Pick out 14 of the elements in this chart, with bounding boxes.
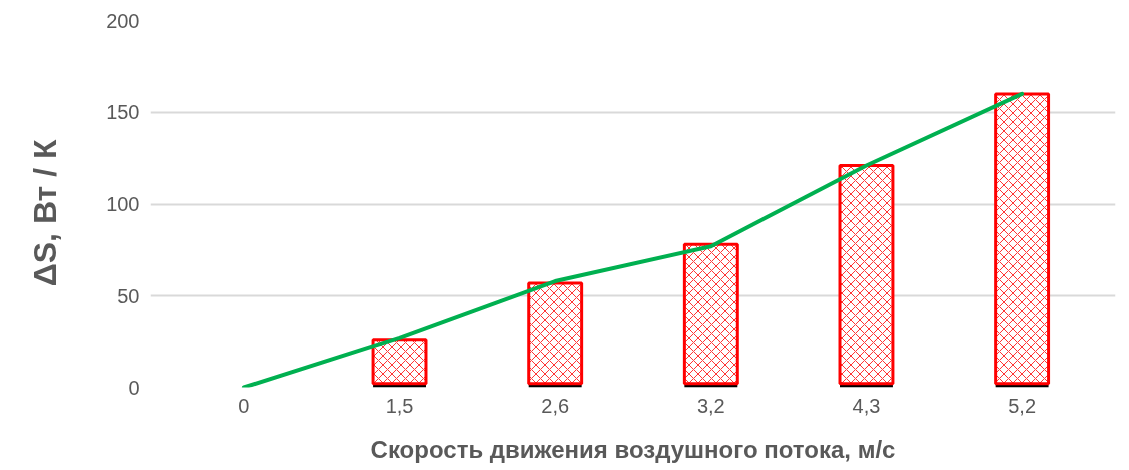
y-tick-label: 50 xyxy=(117,284,140,307)
x-axis-title: Скорость движения воздушного потока, м/с xyxy=(370,435,896,463)
x-tick-label: 0 xyxy=(238,394,250,417)
y-tick-label: 150 xyxy=(106,101,140,124)
y-tick-label: 100 xyxy=(106,193,140,215)
x-tick-label: 5,2 xyxy=(1008,394,1037,417)
y-tick-label: 200 xyxy=(106,9,140,32)
y-axis-title: ΔS, Вт / К xyxy=(27,139,64,287)
x-tick-label: 3,2 xyxy=(696,394,725,417)
x-tick-label: 1,5 xyxy=(385,394,414,417)
x-tick-label: 2,6 xyxy=(541,394,570,417)
line-series xyxy=(241,91,1025,388)
y-tick-label: 0 xyxy=(128,376,140,399)
x-tick-label: 4,3 xyxy=(852,394,881,417)
